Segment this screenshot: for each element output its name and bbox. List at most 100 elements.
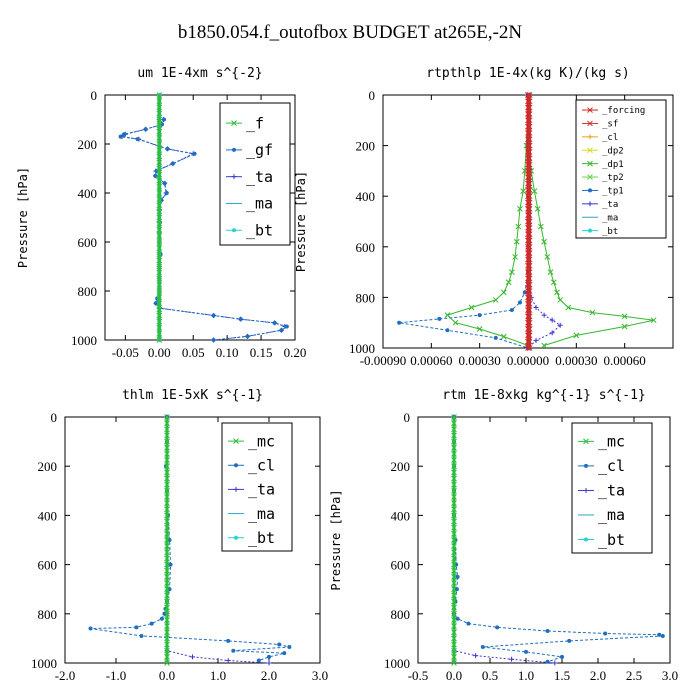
marker-p2-s2-9 [164,469,170,476]
x-tick-label: 0.0 [159,668,175,683]
marker-p1-s2-10 [493,335,498,340]
legend-label: _gf [246,141,273,159]
marker-p0-s4-15 [156,184,163,190]
marker-p0-s4-0 [156,92,163,98]
marker-p3-s2-0 [451,414,457,420]
marker-p0-s4-10 [156,153,163,160]
marker-p2-s2-6 [164,451,170,457]
marker-p0-s1-24 [153,301,158,306]
series-line-ta [453,417,555,664]
marker-p2-s0-11 [159,616,164,621]
legend-label: _ma [246,195,273,213]
marker-p0-s4-2 [156,104,163,111]
marker-p1-s5-18 [526,205,533,212]
marker-p2-s2-33 [164,617,170,623]
x-tick-label: -1.0 [106,668,127,683]
marker-p2-s2-35 [164,629,170,636]
marker-p2-s2-39 [164,653,170,660]
panel-title: rtpthlp 1E-4x(kg K)/(kg s) [426,66,630,81]
marker-p0-s4-31 [156,282,163,288]
marker-p2-s2-4 [164,438,170,445]
marker-p1-s1-9 [505,279,512,286]
marker-p0-s4-3 [156,110,163,117]
marker-p2-s2-22 [164,549,170,556]
marker-p3-s0-15 [545,629,550,634]
marker-p2-s2-32 [164,610,170,617]
marker-p3-s0-22 [560,654,564,659]
legend-label: _forcing [602,106,645,116]
legend-label: _f [246,114,264,132]
marker-p1-s90-5 [587,174,593,180]
marker-p1-s3-5 [549,317,555,323]
marker-p0-s1-4 [122,132,126,137]
y-tick-label: 0 [91,88,98,103]
marker-p2-s2-7 [164,457,170,463]
marker-p1-s2-9 [445,328,450,333]
marker-p3-s2-27 [451,580,457,586]
marker-p1-s1-12 [468,304,475,311]
marker-p1-s90-1 [587,120,593,127]
panel-2: rtpthlp 1E-4x(kg K)/(kg s) Pressure [hPa]… [294,66,674,368]
marker-p1-s0-5 [538,223,544,230]
marker-p3-s0-8 [454,587,459,592]
legend-label: _cl [248,457,275,475]
panel-title: um 1E-4xm s^{-2} [137,66,262,81]
x-tick-label: 0.0 [446,668,462,683]
legend-label: _ma [602,213,618,223]
marker-p3-s0-18 [660,633,665,638]
marker-p3-s2-1 [451,420,457,427]
marker-p3-s2-24 [451,561,457,568]
y-tick-label: 600 [356,240,376,255]
marker-p2-s0-21 [267,654,271,659]
marker-p1-s5-39 [526,338,533,345]
marker-p3-s2-33 [451,617,457,623]
x-tick-label: 0.05 [182,345,205,360]
marker-p1-s2-8 [397,320,402,325]
marker-p0-s4-16 [156,190,163,196]
marker-p2-s2-1 [164,420,170,427]
marker-p1-s0-10 [554,289,560,296]
marker-p3-s2-19 [451,530,457,537]
panel-3: thlm 1E-5xK s^{-1}Pressure [hPa]-2.0-1.0… [31,388,328,683]
marker-p3-s90-0 [583,438,589,445]
marker-p2-s2-16 [164,512,170,519]
marker-p1-s90-0 [587,107,593,113]
x-tick-label: 3.0 [312,668,328,683]
marker-p1-s90-3 [587,147,593,154]
marker-p0-s4-17 [156,196,163,202]
y-tick-label: 1000 [31,656,57,671]
marker-p1-s1-3 [520,188,527,194]
marker-p1-s5-40 [526,345,533,351]
marker-p1-s5-9 [526,149,533,155]
x-tick-label: 0.5 [482,668,498,683]
y-tick-label: 0 [51,410,58,425]
legend-label: _mc [598,433,625,451]
marker-p2-s2-24 [164,561,170,568]
marker-p1-s1-14 [452,319,459,326]
marker-p1-s2-5 [509,308,514,313]
marker-p1-s5-24 [526,243,533,250]
marker-p1-s0-12 [565,304,572,311]
marker-p3-s2-29 [451,592,457,599]
marker-p1-s5-19 [526,212,533,219]
x-tick-label: 0.00030 [555,353,597,368]
marker-p3-s2-34 [451,623,457,629]
marker-p3-s2-26 [451,574,457,580]
marker-p3-s2-2 [451,426,457,433]
x-tick-label: 2.5 [626,668,642,683]
series-line-tp1 [399,95,529,349]
legend-label: _dp2 [602,146,624,156]
marker-p0-s1-13 [164,191,169,195]
marker-p1-s3-7 [549,330,555,336]
marker-p1-s5-23 [526,237,533,244]
legend-label: _bt [602,227,618,237]
marker-p2-s2-37 [164,641,170,648]
marker-p1-s1-7 [512,254,518,260]
x-tick-label: 2.0 [261,668,277,683]
marker-p1-s5-21 [526,224,533,231]
marker-p2-s0-13 [134,625,139,630]
marker-p1-s5-37 [526,326,533,332]
x-tick-label: 1.0 [210,668,226,683]
marker-p2-s0-18 [287,645,292,650]
